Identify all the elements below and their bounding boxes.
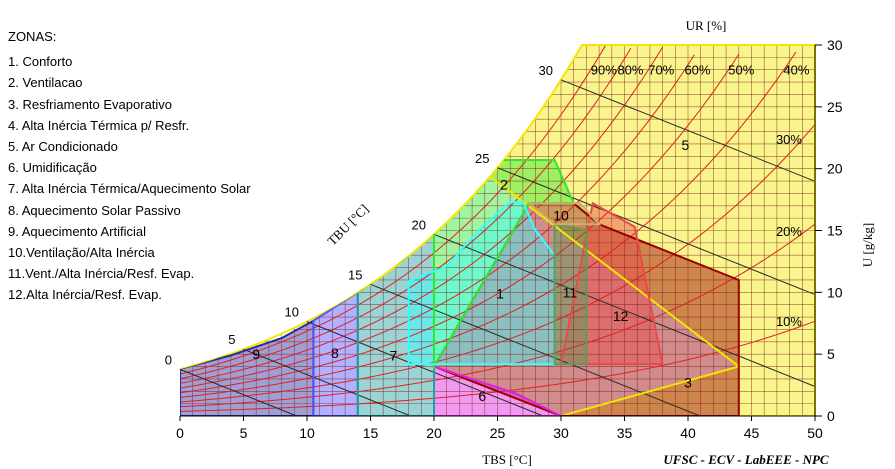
y-tick-label: 5	[827, 346, 835, 362]
rh-curves-layer	[179, 44, 816, 416]
y-tick-label: 30	[827, 37, 843, 53]
credits-label: UFSC - ECV - LabEEE - NPC	[663, 452, 829, 467]
zone-edges-layer	[180, 45, 815, 416]
y-tick-label: 25	[827, 99, 843, 115]
zone-11-outline	[553, 223, 588, 366]
zone-1-outline	[407, 201, 556, 366]
zone-10-outline	[526, 202, 602, 226]
wb-label: 15	[348, 267, 362, 282]
y-tick-label: 10	[827, 284, 843, 300]
zones-legend: ZONAS: 1. Conforto 2. Ventilacao 3. Resf…	[8, 26, 251, 306]
rh-label: 10%	[776, 314, 802, 329]
rh-curve-90	[179, 45, 606, 375]
zone-label-10: 10	[553, 208, 569, 224]
legend-item: 8. Aquecimento Solar Passivo	[8, 202, 181, 218]
legend-item: 6. Umidificação	[8, 160, 97, 176]
y-tick-label: 20	[827, 161, 843, 177]
rh-curve-50	[179, 54, 740, 394]
legend-title: ZONAS:	[8, 29, 57, 44]
rh-curve-20	[179, 223, 816, 408]
y-tick-label: 15	[827, 223, 843, 239]
y-tick-label: 0	[827, 408, 835, 424]
rh-label: 30%	[776, 132, 802, 147]
zone-label-5: 5	[682, 137, 690, 153]
zone-label-8: 8	[331, 345, 339, 361]
zone-label-9: 9	[252, 346, 260, 362]
x-tick-label: 40	[680, 425, 696, 441]
rh-label: 70%	[648, 63, 674, 78]
legend-item: 11.Vent./Alta Inércia/Resf. Evap.	[8, 266, 195, 282]
rh-label: 20%	[776, 224, 802, 239]
rh-label: 50%	[728, 63, 754, 78]
wet-bulb-line-30	[560, 79, 816, 182]
y-axis-title: U [g/kg]	[860, 223, 875, 267]
x-tick-label: 25	[490, 425, 506, 441]
wet-bulb-line-10	[306, 321, 544, 417]
rh-label: 90%	[591, 63, 617, 78]
rh-curve-80	[179, 47, 632, 380]
rh-curve-30	[179, 124, 816, 403]
x-tick-label: 5	[240, 425, 248, 441]
x-tick-label: 10	[299, 425, 315, 441]
wb-axis-title: TBU [°C]	[324, 201, 371, 248]
zone-label-3: 3	[684, 375, 692, 391]
legend-item: 4. Alta Inércia Térmica p/ Resfr.	[8, 117, 190, 133]
wb-label: 0	[165, 352, 172, 367]
legend-item: 10.Ventilação/Alta Inércia	[8, 245, 155, 261]
legend-item: 5. Ar Condicionado	[8, 139, 118, 155]
x-tick-label: 30	[553, 425, 569, 441]
legend-item: 3. Resfriamento Evaporativo	[8, 96, 173, 112]
wet-bulb-line-0	[179, 368, 297, 417]
zone-label-1: 1	[496, 286, 504, 302]
x-tick-label: 0	[176, 425, 184, 441]
wb-label: 25	[475, 151, 489, 166]
zone-10-fill	[529, 203, 600, 225]
legend-item: 2. Ventilacao	[8, 75, 83, 91]
x-tick-label: 35	[617, 425, 633, 441]
zone-label-12: 12	[613, 308, 629, 324]
legend-item: 9. Aquecimento Artificial	[8, 223, 147, 239]
wb-label: 20	[412, 217, 426, 232]
rh-axis-title: UR [%]	[686, 18, 727, 33]
zone-label-2: 2	[500, 177, 508, 193]
wb-label: 5	[228, 332, 235, 347]
zone-label-11: 11	[563, 284, 578, 300]
wet-bulb-line-5	[243, 348, 411, 417]
legend-item: 7. Alta Inércia Térmica/Aquecimento Sola…	[8, 181, 251, 197]
wet-bulb-line-15	[370, 283, 701, 417]
wb-label: 30	[539, 63, 553, 78]
legend-item: 1. Conforto	[8, 54, 73, 70]
wb-label: 10	[285, 305, 299, 320]
rh-label: 60%	[684, 63, 710, 78]
x-tick-label: 20	[426, 425, 442, 441]
x-tick-label: 15	[363, 425, 379, 441]
rh-label: 80%	[617, 63, 643, 78]
zone-2-fill	[434, 160, 574, 367]
zone-label-6: 6	[478, 388, 486, 404]
rh-curve-40	[179, 51, 797, 398]
x-axis-title: TBS [°C]	[482, 452, 532, 467]
rh-curve-60	[179, 54, 695, 389]
saturation-curve	[179, 44, 816, 416]
rh-label: 40%	[783, 63, 809, 78]
zone-label-7: 7	[389, 347, 397, 363]
rh-curve-70	[179, 46, 664, 384]
legend-item: 12.Alta Inércia/Resf. Evap.	[8, 287, 162, 303]
x-tick-label: 45	[744, 425, 760, 441]
wet-bulb-line-25	[497, 167, 816, 296]
x-tick-label: 50	[807, 425, 823, 441]
zone-12-outline	[559, 201, 664, 366]
